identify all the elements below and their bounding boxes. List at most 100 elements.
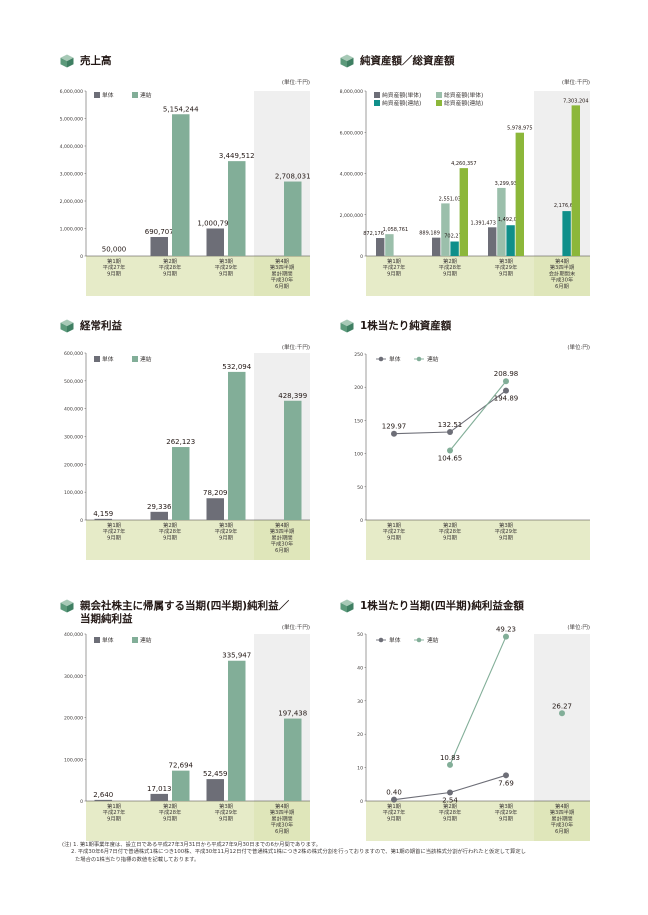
chart-title: 1株当たり当期(四半期)純利益金額 [360,600,524,612]
chart-title: 純資産額／総資産額 [360,55,455,67]
bar-value-label: 5,978,975 [507,126,532,132]
y-tick-label: 6,000,000 [60,89,83,95]
legend-label: 単体 [102,636,114,644]
chart-panel-net-total-assets: 純資産額／総資産額 (単位:千円) 0 2,000,000 4,000,000 6,0… [340,54,590,300]
legend-label: 総資産額(単体) [444,91,483,99]
bar [562,211,571,256]
legend-swatch [94,637,100,643]
series-line [449,636,507,766]
legend-swatch [374,92,380,98]
bar-value-label: 5,154,244 [163,105,199,113]
bar [228,161,246,256]
bar-value-label: 2,551,033 [439,196,464,202]
bar-value-label: 72,694 [169,762,194,770]
bar-value-label: 702,277 [444,234,465,240]
y-tick-label: 300,000 [64,674,83,680]
y-tick-label: 0 [360,518,363,524]
bar [94,518,112,520]
legend-label: 連結 [427,355,439,363]
line-chart: 0 10 20 30 40 50 第1期平成27年 9月期 第2期平成28年 9月期 第3期平成29… [357,626,590,841]
point-value-label: 26.27 [552,702,572,710]
y-tick-label: 4,000,000 [60,144,83,150]
bar-value-label: 1,000,798 [197,219,233,227]
chart-panel-net-income: 親会社株主に帰属する当期(四半期)純利益／ 当期純利益 (単位:千円) 0 100… [60,599,310,845]
x-category-label: 第4期第3四半期累計期間平成30年 6月期 [270,802,295,835]
bar-value-label: 2,176,670 [554,203,579,209]
bar [228,371,246,520]
bar-value-label: 690,707 [145,228,174,236]
bar [450,241,459,256]
bar-value-label: 29,336 [147,503,172,511]
bar [385,234,394,256]
legend-label: 連結 [140,91,152,99]
unit-label: (単位:円) [567,345,590,351]
legend-swatch [374,100,380,106]
x-category-label: 第3期平成29年 9月期 [215,802,238,822]
cube-icon [60,319,74,333]
category-band-shade [254,520,310,560]
point-value-label: 0.40 [386,789,402,797]
x-category-label: 第3期平成29年 9月期 [215,521,238,541]
y-tick-label: 150 [354,418,363,424]
bar-value-label: 1,391,473 [470,220,495,226]
x-category-label: 第3期平成29年 9月期 [215,257,238,277]
y-tick-label: 0 [360,254,363,260]
x-category-label: 第1期平成27年 9月期 [383,257,406,277]
bar-value-label: 889,189 [419,231,440,237]
category-band-shade [254,801,310,841]
footnote: (注) 1. 第1期事業年度は、設立日である平成27年3月31日から平成27年9… [62,842,321,848]
bar [206,779,224,801]
legend-label: 純資産額(連結) [382,99,421,107]
x-category-label: 第3期平成29年 9月期 [495,257,518,277]
legend-swatch [132,92,138,98]
bar-value-label: 1,058,761 [383,227,408,233]
x-category-label: 第4期第3四半期累計期間平成30年 6月期 [550,802,575,835]
legend-label: 純資産額(単体) [382,91,421,99]
data-point [503,633,509,640]
bar [284,400,302,520]
bar-value-label: 2,708,031 [275,173,311,181]
y-tick-label: 200,000 [64,462,83,468]
data-point [447,761,453,768]
bar-value-label: 50,000 [102,246,127,254]
bar [506,225,515,256]
footnote: 2. 平成30年6月7日付で普通株式1株につき100株、平成30年11月12日付… [71,849,526,856]
bar [284,718,302,801]
bar-value-label: 2,640 [93,791,113,799]
cube-icon [340,54,354,68]
bar [206,228,224,256]
point-value-label: 129.97 [382,423,407,431]
legend-label: 連結 [427,636,439,644]
bar-chart: 0 1,000,000 2,000,000 3,000,000 4,000,000 5,0… [60,89,311,296]
y-tick-label: 0 [80,518,83,524]
bar [376,238,385,256]
unit-label: (単位:千円) [281,345,310,351]
footnote: た場合の1株当たり指標の数値を記載しております。 [75,856,200,863]
bar [515,132,524,256]
legend-marker [378,637,384,643]
bar [150,511,168,520]
bar [571,105,580,256]
bar [172,447,190,520]
bar-value-label: 3,449,512 [219,152,255,160]
bar-value-label: 17,013 [147,785,172,793]
unit-label: (単位:円) [567,625,590,631]
data-point [447,429,453,436]
bar-value-label: 3,299,933 [495,181,520,187]
bar [172,114,190,256]
bar [441,203,450,256]
point-value-label: 208.98 [494,370,519,378]
bar [228,660,246,801]
legend-marker [416,637,422,643]
legend-swatch [94,356,100,362]
y-tick-label: 2,000,000 [340,213,363,219]
y-tick-label: 20 [357,732,363,738]
x-category-label: 第1期平成27年 9月期 [103,521,126,541]
x-category-label: 第4期第3四半期会計期間末平成30年 6月期 [549,257,576,290]
data-point [391,796,397,803]
legend-label: 単体 [102,91,114,99]
y-tick-label: 2,000,000 [60,199,83,205]
bar-value-label: 52,459 [203,770,228,778]
bar-chart: 0 100,000 200,000 300,000 400,000 第1期平成27年 9月期… [64,632,310,841]
point-value-label: 2.54 [442,797,458,805]
